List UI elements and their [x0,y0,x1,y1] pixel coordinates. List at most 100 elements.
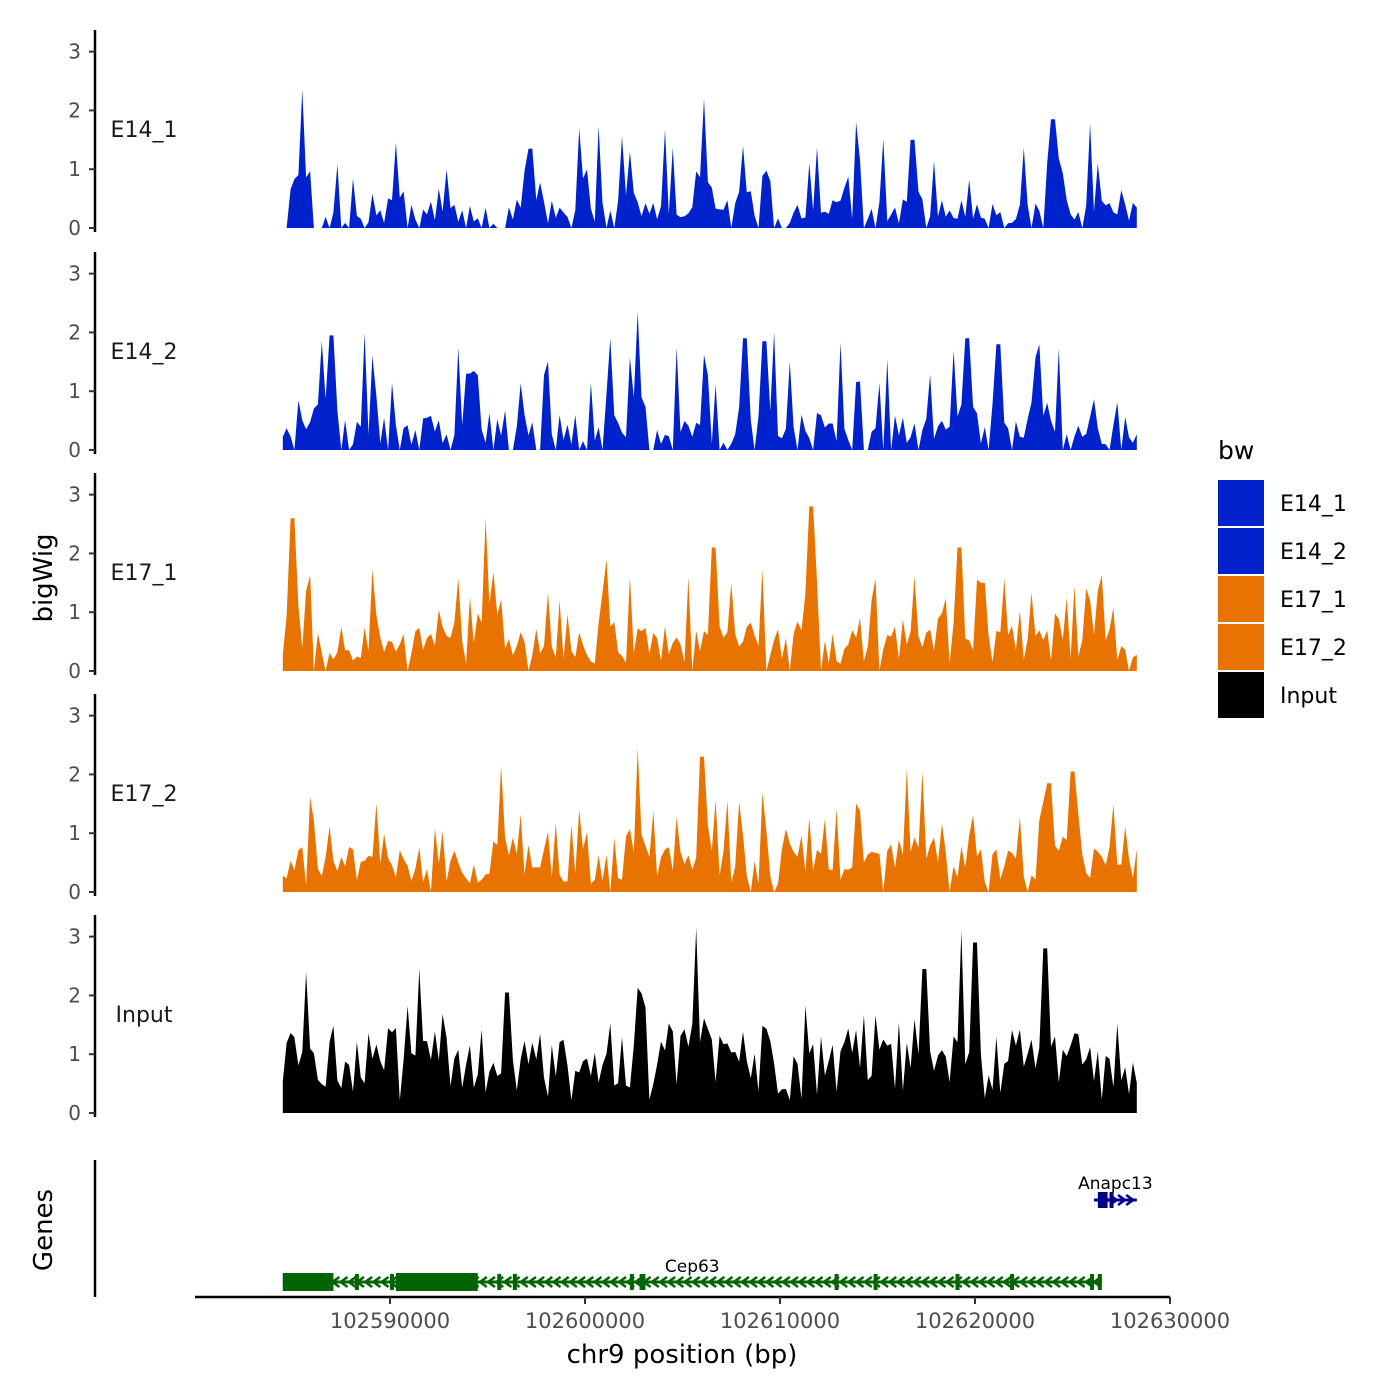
strand-arrow [756,1275,767,1289]
gene-label: Cep63 [665,1257,720,1277]
strand-arrow [993,1275,1004,1289]
strand-arrow [657,1275,668,1289]
legend-label: Input [1280,684,1337,709]
strand-arrow [608,1275,619,1289]
legend-swatch [1218,672,1264,718]
gene-Anapc13: Anapc13 [1078,1174,1153,1208]
gene-exon [282,1273,334,1291]
strand-arrow [666,1275,676,1289]
strand-arrow [747,1275,758,1289]
y-tick-label: 1 [68,379,81,403]
strand-arrow [854,1275,865,1289]
strand-arrow [649,1275,660,1289]
strand-arrow [502,1275,513,1289]
y-tick-label: 2 [68,320,81,344]
y-tick-label: 2 [68,762,81,786]
strand-arrow [952,1275,963,1289]
strand-arrow [821,1275,832,1289]
strand-arrow [510,1275,521,1289]
coverage-area-E17_2 [282,748,1137,892]
y-tick-label: 0 [68,1101,81,1125]
strand-arrow [813,1275,824,1289]
strand-arrow [371,1275,382,1289]
strand-arrow [878,1275,889,1289]
y-tick-label: 0 [68,880,81,904]
strand-arrow [1018,1275,1029,1289]
strand-arrow [543,1275,554,1289]
gene-exon [629,1274,634,1290]
track-E17_1: 0 1 2 3 E17_1 [68,473,1137,683]
legend-label: E14_1 [1280,492,1347,517]
strand-arrow [985,1275,996,1289]
coverage-area-E14_2 [282,311,1137,450]
legend-label: E17_2 [1280,636,1347,661]
strand-arrow [559,1275,570,1289]
gene-exon [512,1274,517,1290]
strand-arrow [805,1275,816,1289]
strand-arrow [616,1275,627,1289]
gene-exon [1010,1274,1015,1290]
y-axis-title-bigwig: bigWig [29,533,59,622]
strand-arrow [706,1275,717,1289]
x-tick-label: 102610000 [720,1309,840,1333]
strand-arrow [838,1275,848,1289]
x-axis-title: chr9 position (bp) [567,1340,798,1370]
legend-swatch [1218,576,1264,622]
legend-title: bw [1218,436,1254,465]
strand-arrow [723,1275,734,1289]
strand-arrow [903,1275,914,1289]
strand-arrow [674,1275,685,1289]
track-E14_1: 0 1 2 3 E14_1 [68,30,1137,240]
track-Input: 0 1 2 3 Input [68,915,1137,1125]
strand-arrow [485,1275,496,1289]
gene-exon [1109,1192,1114,1208]
track-label: E14_2 [111,340,178,365]
x-axis: 102590000 102600000 102610000 102620000 1026… [195,1295,1230,1333]
y-tick-label: 3 [68,262,81,286]
strand-arrow [338,1275,349,1289]
gene-exon [390,1274,394,1290]
strand-arrow [870,1275,881,1289]
gene-label: Anapc13 [1078,1174,1153,1194]
y-tick-label: 2 [68,983,81,1007]
strand-arrow [592,1275,603,1289]
y-tick-label: 2 [68,98,81,122]
legend-swatch [1218,480,1264,526]
strand-arrow [928,1275,938,1289]
x-tick-label: 102630000 [1110,1309,1230,1333]
gene-exon [834,1274,839,1290]
strand-arrow [1001,1275,1012,1289]
strand-arrow [690,1275,701,1289]
strand-arrow [477,1275,488,1289]
gene-Cep63: Cep63 [282,1257,1102,1291]
gene-exon [1097,1274,1102,1290]
strand-arrow [731,1275,742,1289]
bigwig-tracks: 0 1 2 3 E14_1 0 1 2 3 E14_2 0 1 2 3 E17_1 0 1 2 3 E17_2 0 1 2 3… [68,30,1137,1125]
legend: bw E14_1 E14_2 E17_1 E17_2 Input [1218,436,1347,718]
y-axis-title-genes: Genes [29,1189,59,1271]
strand-arrow [944,1275,955,1289]
gene-exon [639,1274,646,1290]
strand-arrow [346,1275,357,1289]
genes-panel: Cep63 Anapc13 [93,1160,1153,1297]
strand-arrow [862,1275,873,1289]
gene-exon [395,1273,478,1291]
y-tick-label: 1 [68,1042,81,1066]
legend-entry-E14_2: E14_2 [1218,528,1347,574]
y-tick-label: 1 [68,600,81,624]
track-label: Input [116,1003,173,1028]
y-tick-label: 3 [68,704,81,728]
strand-arrow [846,1275,857,1289]
legend-entry-E17_1: E17_1 [1218,576,1347,622]
legend-swatch [1218,624,1264,670]
track-E17_2: 0 1 2 3 E17_2 [68,694,1137,904]
strand-arrow [1059,1275,1070,1289]
x-tick-label: 102620000 [915,1309,1035,1333]
strand-arrow [1034,1275,1045,1289]
gene-exon [955,1274,960,1290]
strand-arrow [887,1275,898,1289]
strand-arrow [780,1275,791,1289]
y-tick-label: 3 [68,40,81,64]
strand-arrow [977,1275,988,1289]
strand-arrow [797,1275,807,1289]
